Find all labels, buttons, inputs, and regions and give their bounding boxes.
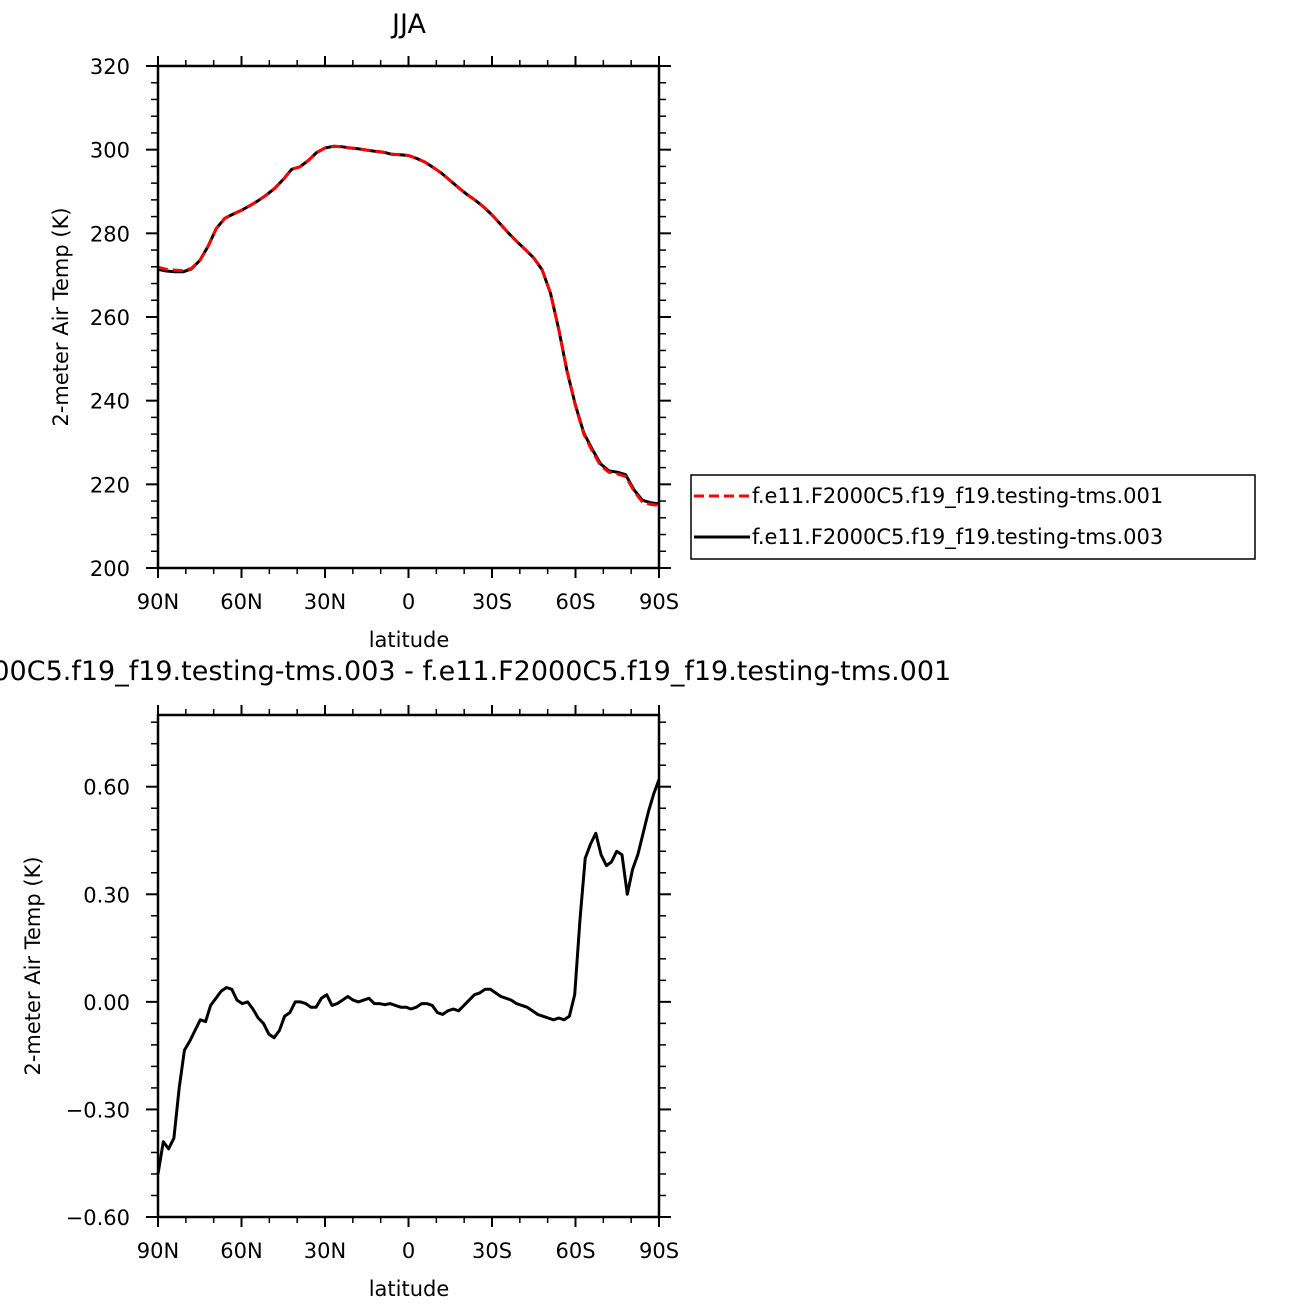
top-chart-title: JJA	[390, 9, 426, 40]
top-y-tick-label-4: 280	[90, 222, 130, 246]
bottom-x-tick-label-4: 30S	[472, 1239, 512, 1263]
top-y-tick-label-5: 300	[90, 139, 130, 163]
bottom-x-tick-label-1: 60N	[220, 1239, 262, 1263]
top-x-tick-label-4: 30S	[472, 590, 512, 614]
bottom-x-tick-label-0: 90N	[137, 1239, 179, 1263]
bottom-chart-title: f.e11.F2000C5.f19_f19.testing-tms.003 - …	[0, 656, 951, 687]
bottom-x-tick-label-2: 30N	[304, 1239, 346, 1263]
top-x-tick-label-0: 90N	[137, 590, 179, 614]
bottom-y-tick-label-0: −0.60	[66, 1206, 130, 1230]
bottom-x-axis-label: latitude	[369, 1277, 450, 1301]
bottom-plot-frame	[156, 713, 661, 1219]
top-series-line-1	[157, 144, 660, 506]
bottom-series-group	[156, 778, 661, 1175]
bottom-axes: 90N 60N 30N 0 30S 60S 90S −0.60 −0.30 0.00 0.30 0.6…	[66, 705, 679, 1263]
bottom-x-tick-label-5: 60S	[555, 1239, 595, 1263]
bottom-x-tick-label-6: 90S	[639, 1239, 679, 1263]
top-y-tick-label-2: 240	[90, 390, 130, 414]
top-y-tick-label-6: 320	[90, 55, 130, 79]
bottom-y-tick-label-4: 0.60	[83, 776, 130, 800]
top-x-tick-label-1: 60N	[220, 590, 262, 614]
bottom-chart: f.e11.F2000C5.f19_f19.testing-tms.003 - …	[0, 656, 951, 1301]
top-chart: JJA 90N 60N 30N 0 30S 60S 90S 200 220 240 260 280 30…	[49, 9, 679, 652]
top-x-tick-label-3: 0	[402, 590, 415, 614]
bottom-y-axis-label: 2-meter Air Temp (K)	[21, 856, 45, 1075]
bottom-series-line-0	[156, 778, 661, 1175]
top-x-axis-label: latitude	[369, 628, 450, 652]
top-x-tick-label-6: 90S	[639, 590, 679, 614]
bottom-y-tick-label-1: −0.30	[66, 1098, 130, 1122]
top-plot-frame	[156, 64, 661, 570]
bottom-x-tick-label-3: 0	[402, 1239, 415, 1263]
top-x-tick-label-2: 30N	[304, 590, 346, 614]
legend-box	[690, 474, 1256, 560]
top-y-tick-label-0: 200	[90, 557, 130, 581]
top-y-axis-label: 2-meter Air Temp (K)	[49, 207, 73, 426]
top-y-tick-label-1: 220	[90, 473, 130, 497]
top-axes: 90N 60N 30N 0 30S 60S 90S 200 220 240 260 280 300 320	[90, 55, 679, 614]
top-series-group	[157, 144, 660, 507]
bottom-y-tick-label-3: 0.30	[83, 883, 130, 907]
legend-label-series-003: f.e11.F2000C5.f19_f19.testing-tms.003	[752, 525, 1163, 550]
legend-label-series-001: f.e11.F2000C5.f19_f19.testing-tms.001	[752, 484, 1163, 509]
top-series-line-0	[157, 144, 660, 507]
top-y-tick-label-3: 260	[90, 306, 130, 330]
bottom-y-tick-label-2: 0.00	[83, 991, 130, 1015]
top-x-tick-label-5: 60S	[555, 590, 595, 614]
legend: f.e11.F2000C5.f19_f19.testing-tms.001 f.…	[690, 474, 1256, 560]
